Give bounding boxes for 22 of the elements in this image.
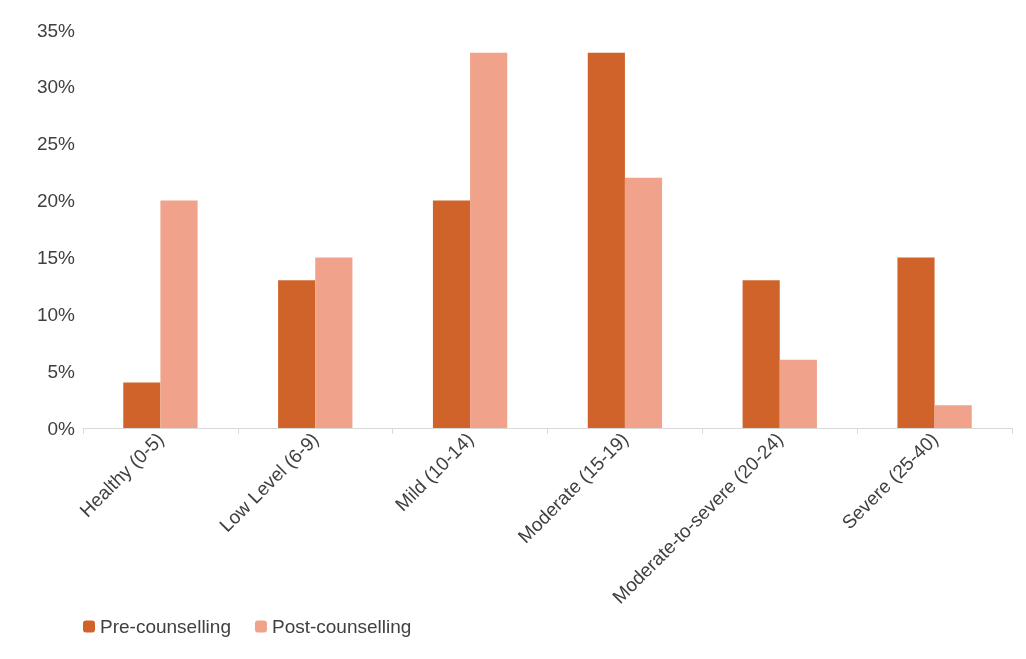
bar	[315, 257, 353, 428]
bar	[160, 200, 198, 428]
bar	[742, 280, 780, 428]
bar	[624, 177, 663, 428]
y-tick-label: 35%	[36, 19, 76, 41]
y-tick-label: 20%	[36, 190, 76, 212]
bar	[934, 405, 972, 428]
y-tick-label: 15%	[36, 246, 76, 268]
bar	[779, 359, 817, 428]
bar	[470, 52, 508, 428]
bar	[897, 257, 935, 428]
bar	[587, 52, 625, 428]
y-tick-label: 30%	[36, 76, 76, 98]
y-tick-label: 25%	[36, 133, 76, 155]
bar	[432, 200, 471, 428]
legend-label: Post-counselling	[271, 616, 412, 637]
bar	[278, 280, 316, 428]
y-tick-label: 10%	[36, 303, 76, 325]
y-tick-label: 0%	[47, 417, 76, 439]
y-tick-label: 5%	[47, 360, 76, 382]
bar	[123, 382, 161, 428]
legend-label: Pre-counselling	[100, 616, 231, 637]
